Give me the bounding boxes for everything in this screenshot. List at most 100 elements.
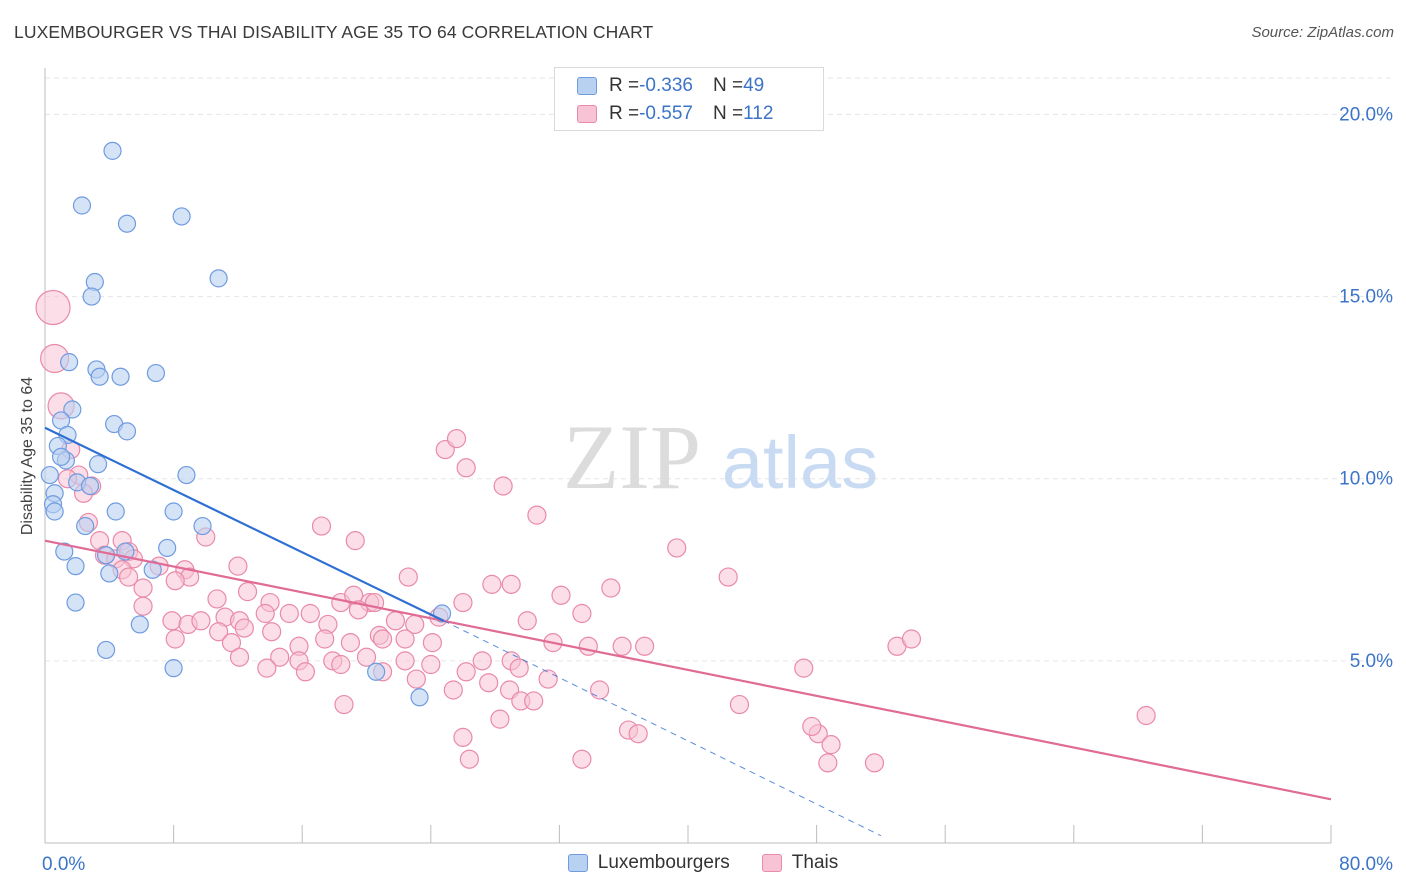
y-tick-label: 20.0% [1339,104,1393,125]
thai-point [628,724,648,744]
thai-point [209,622,229,642]
legend-label-luxembourgers: Luxembourgers [597,852,730,873]
thai-point [334,694,354,715]
thai-point [453,592,473,613]
y-tick-label: 5.0% [1350,651,1393,672]
luxembourger-point [45,502,64,521]
thai-point [191,611,211,631]
thai-point [612,636,632,656]
luxembourger-point [90,367,109,386]
thai-point [538,669,558,689]
thais-points [35,289,1156,773]
thai-point [479,673,499,693]
thai-point [165,571,185,591]
thai-point [398,567,418,587]
legend-item-luxembourgers[interactable]: Luxembourgers [567,852,730,874]
luxembourger-point [117,422,137,441]
stats-legend: R = -0.336 N = 49 R = -0.557 N = 112 [554,67,824,131]
thai-point [1136,705,1156,726]
thai-point [818,753,838,773]
thai-point [270,647,290,667]
thai-point [331,654,351,675]
luxembourger-point [193,516,212,536]
thai-point [262,622,282,642]
thai-point [551,585,571,605]
thais-swatch [577,105,597,123]
thai-point [406,669,426,689]
luxembourgers-swatch [577,77,597,95]
luxembourger-point [209,269,228,288]
thai-point [255,603,275,624]
thai-point [133,578,153,598]
thai-point [257,658,277,678]
thai-point [482,574,502,594]
thai-point [133,596,153,616]
thai-point [300,603,320,624]
y-tick-label: 10.0% [1339,469,1393,490]
n-label: N = [712,103,744,124]
thai-point [667,538,687,558]
watermark-zip: ZIP [563,406,701,508]
thai-point [572,603,592,624]
luxembourgers-trend-line [44,426,445,622]
thai-point [456,458,476,478]
watermark: ZIP atlas [563,406,878,508]
thai-point [501,574,521,594]
luxembourger-point [367,662,386,681]
x-tick-label: 80.0% [1339,854,1393,875]
thai-point [372,629,393,649]
trend-lines [44,426,1332,837]
thai-point [385,611,406,631]
thai-point [221,633,242,653]
luxembourgers-legend-swatch [567,854,588,872]
luxembourger-point [164,502,183,521]
x-tick-label: 0.0% [42,854,85,875]
thai-point [422,633,443,653]
y-tick-label: 15.0% [1339,287,1393,308]
luxembourger-point [117,214,137,233]
thai-point [421,654,441,675]
thai-point [527,505,547,525]
legend-item-thais[interactable]: Thais [761,852,838,874]
luxembourger-point [164,659,183,678]
luxembourgers-points [40,141,452,707]
luxembourger-point [66,593,85,612]
thai-point [453,727,473,747]
thai-point [315,629,335,649]
luxembourger-point [103,141,122,160]
thai-point [459,749,479,769]
thai-point [509,658,529,678]
luxembourger-point [76,516,95,536]
luxembourger-point [40,465,59,485]
thai-point [207,589,227,609]
axis-layer [44,68,1332,844]
n-value: 112 [743,103,774,124]
luxembourger-point [130,615,149,634]
thai-point [165,629,185,649]
thai-point [340,633,361,653]
thai-point [821,735,841,755]
thai-point [279,603,299,624]
thai-point [228,556,248,576]
thai-point [237,582,258,602]
thai-point [162,611,182,631]
luxembourger-point [100,564,119,583]
thai-point [794,658,814,678]
thai-point [572,749,592,769]
luxembourger-point [82,287,101,306]
chart-title: LUXEMBOURGER VS THAI DISABILITY AGE 35 T… [14,22,654,42]
luxembourger-point [106,502,125,521]
stats-row-luxembourgers: R = -0.336 N = 49 [577,72,764,100]
thai-point [578,636,598,656]
thai-point [446,429,467,449]
thai-point [490,709,510,729]
thais-legend-swatch [761,854,782,872]
luxembourger-point [177,465,196,485]
luxembourger-point [66,557,85,576]
thai-point [395,629,415,649]
luxembourger-point [111,367,130,386]
thai-point [311,516,332,536]
thai-point [456,662,476,682]
thai-point [601,578,621,598]
